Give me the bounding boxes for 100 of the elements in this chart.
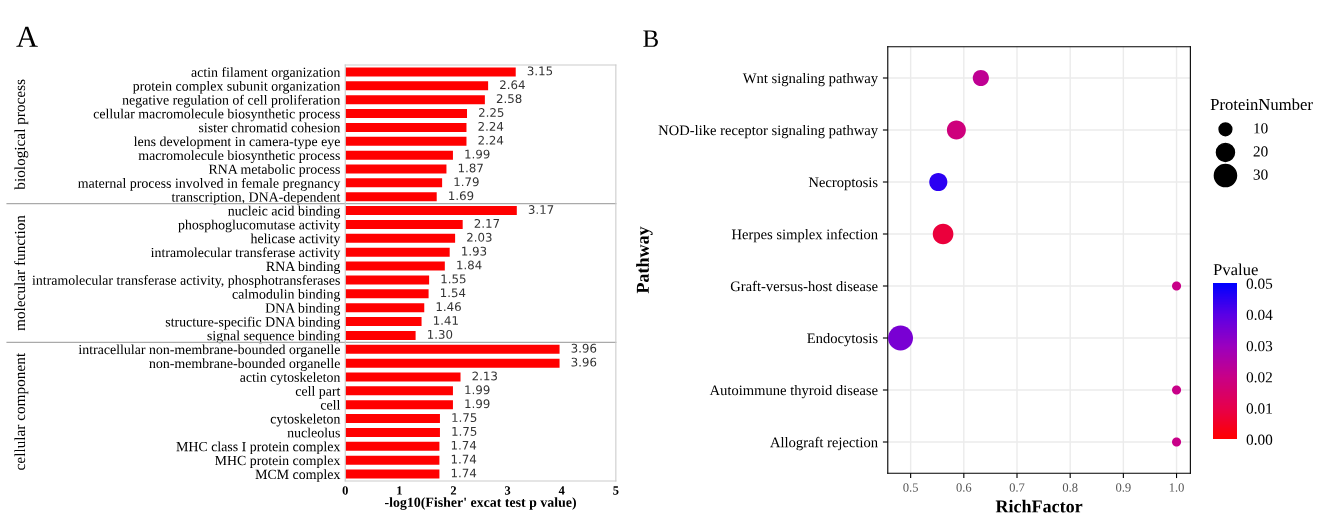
y-tick-label: Autoimmune thyroid disease: [709, 384, 878, 399]
bar: [345, 67, 516, 77]
bar: [345, 400, 453, 410]
text: 1.75: [452, 413, 477, 423]
y-tick-label: Allograft rejection: [770, 436, 878, 451]
x-tick-label: 1: [397, 486, 402, 495]
text: 2.17: [474, 218, 500, 228]
y-tick-label: maternal process involved in female pregnancy: [78, 177, 341, 191]
x-axis-title: RichFactor: [995, 499, 1083, 513]
bar: [345, 303, 425, 313]
y-tick-label: actin cytoskeleton: [240, 372, 341, 385]
bar: [345, 427, 440, 437]
y-tick-label: NOD-like receptor signaling pathway: [658, 124, 878, 139]
y-tick-label: MHC class I protein complex: [176, 441, 341, 455]
text: 1.54: [441, 288, 466, 298]
text: 1.79: [454, 177, 479, 187]
color-bar-label: 0.02: [1246, 372, 1272, 383]
text: 1.46: [436, 302, 461, 312]
text: B: [643, 30, 658, 47]
y-axis-title: Pathway: [636, 226, 653, 294]
bar: [345, 261, 445, 271]
text: 1.41: [433, 316, 458, 325]
x-tick-label: 0.6: [956, 483, 972, 492]
bar: [345, 455, 440, 465]
text: 1.87: [458, 163, 483, 173]
legend-label: 20: [1253, 146, 1268, 157]
y-tick-label: sister chromatid cohesion: [199, 122, 341, 133]
y-tick-label: Endocytosis: [807, 332, 878, 347]
text: biological process: [14, 79, 29, 190]
text: 1.69: [449, 191, 474, 201]
bar: [345, 247, 450, 257]
text: 2.24: [478, 135, 504, 145]
y-tick-label: signal sequence binding: [207, 330, 341, 344]
y-tick-label: DNA binding: [265, 302, 341, 316]
text: 3.96: [571, 343, 597, 353]
y-tick-label: protein complex subunit organization: [132, 80, 341, 94]
text: 2.64: [500, 80, 525, 90]
text: 1.75: [452, 427, 477, 436]
y-tick-label: Herpes simplex infection: [731, 228, 878, 243]
text: A: [16, 26, 38, 47]
x-tick-label: 3: [504, 486, 511, 495]
text: 2.24: [478, 121, 504, 131]
text: 1.74: [451, 468, 477, 478]
text: 1.84: [457, 260, 482, 270]
color-bar-title: Pvalue: [1213, 263, 1258, 276]
bar: [345, 330, 416, 340]
text: 3.96: [571, 357, 597, 367]
text: 3.15: [527, 66, 553, 76]
bar: [345, 386, 453, 396]
y-tick-label: actin filament organization: [191, 67, 341, 80]
x-tick-label: 2: [450, 486, 457, 495]
bar: [345, 469, 440, 479]
text: 1.99: [465, 149, 490, 159]
y-tick-label: nucleic acid binding: [228, 205, 341, 219]
text: 1.93: [462, 246, 487, 256]
y-tick-label: RNA binding: [266, 261, 341, 274]
bar: [345, 358, 560, 368]
y-tick-label: cytoskeleton: [270, 413, 341, 427]
x-tick-label: 0: [342, 486, 348, 495]
color-bar-label: 0.04: [1246, 309, 1273, 321]
text: 1.74: [451, 454, 477, 464]
text: 1.74: [451, 440, 477, 450]
bar: [345, 441, 440, 451]
y-tick-label: macromolecule biosynthetic process: [138, 150, 340, 163]
text: 2.25: [478, 108, 504, 117]
bar: [345, 192, 437, 202]
y-tick-label: RNA metabolic process: [208, 164, 340, 177]
text: 1.99: [465, 385, 490, 395]
x-axis-title: -log10(Fisher' excat test p value): [385, 497, 576, 510]
legend-label: 10: [1254, 123, 1268, 134]
y-tick-label: intramolecular transferase activity: [150, 247, 341, 261]
bar: [345, 206, 517, 216]
x-tick-label: 0.9: [1116, 483, 1131, 492]
y-tick-label: negative regulation of cell proliferation: [122, 94, 341, 108]
y-tick-label: nucleolus: [287, 427, 340, 438]
text: cellular component: [14, 353, 29, 470]
x-tick-label: 0.5: [903, 483, 918, 492]
bar: [345, 81, 489, 91]
y-tick-label: MCM complex: [255, 469, 341, 482]
y-tick-label: helicase activity: [250, 233, 341, 247]
bar: [345, 275, 430, 285]
bar: [345, 219, 463, 229]
color-bar-label: 0.03: [1246, 340, 1273, 352]
bar: [345, 95, 485, 105]
bar: [345, 372, 461, 382]
bar: [345, 164, 447, 174]
text: 1.30: [428, 329, 453, 339]
y-tick-label: MHC protein complex: [215, 455, 341, 468]
text: 2.13: [472, 371, 497, 381]
text: 2.58: [496, 94, 522, 104]
text: molecular function: [14, 215, 26, 331]
y-tick-label: calmodulin binding: [232, 288, 341, 302]
bar: [345, 289, 429, 299]
legend-title: ProteinNumber: [1210, 98, 1313, 111]
y-tick-label: cell: [320, 399, 341, 410]
text: 1.55: [441, 274, 466, 284]
x-tick-label: 4: [558, 486, 565, 495]
text: 2.03: [467, 232, 492, 242]
y-tick-label: intracellular non-membrane-bounded organelle: [78, 344, 340, 358]
bar: [345, 233, 456, 243]
